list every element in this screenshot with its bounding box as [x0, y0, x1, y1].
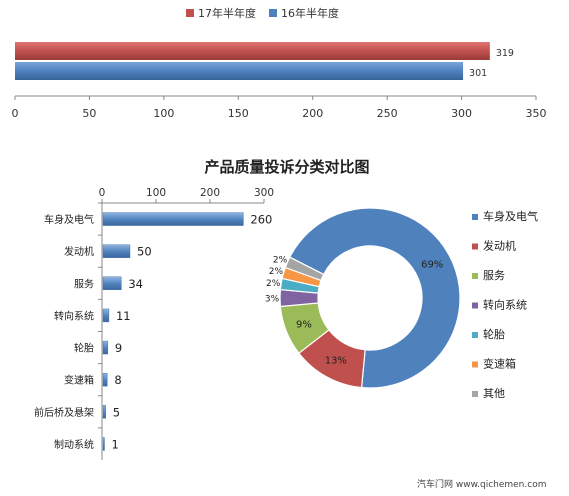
donut-legend-swatch: [472, 361, 478, 368]
top-chart-x-axis: 0 50 100 150 200 250 300 350: [12, 95, 547, 120]
top-axis-tick-label: 350: [526, 107, 547, 120]
complaint-donut-chart: 69%13%9%3%2%2%2%: [265, 207, 461, 389]
donut-slice: [284, 256, 325, 282]
data-label-301: 301: [469, 68, 487, 79]
complaint-bar: [102, 212, 244, 226]
bar-16-half-year: [15, 62, 464, 80]
legend-label-16: 16年半年度: [281, 6, 339, 20]
bl-axis-tick-label: 0: [99, 187, 106, 199]
complaint-bar-chart: 0 100 200 300 260 车身及电气 50 发动机 34 服务 11 转向系统 9 轮胎 8 变速箱…: [34, 187, 274, 460]
donut-slice-label: 9%: [296, 320, 312, 331]
complaint-bar-value: 9: [115, 341, 122, 355]
complaint-bar-value: 5: [113, 405, 120, 419]
donut-legend-swatch: [472, 302, 478, 309]
top-axis-tick-label: 150: [228, 107, 249, 120]
donut-slice-label: 69%: [421, 259, 443, 270]
complaint-category-label: 制动系统: [54, 438, 94, 451]
donut-slice-label: 2%: [273, 256, 288, 266]
complaint-bar-value: 50: [137, 245, 152, 259]
legend-label-17: 17年半年度: [198, 6, 256, 20]
top-chart-legend: 17年半年度 16年半年度: [186, 6, 339, 20]
top-axis-tick-label: 300: [451, 107, 472, 120]
donut-slice-label: 2%: [269, 267, 284, 277]
top-axis-tick-label: 0: [12, 107, 19, 120]
complaint-category-label: 发动机: [64, 245, 94, 258]
donut-legend-swatch: [472, 391, 478, 397]
chart-title: 产品质量投诉分类对比图: [204, 158, 369, 176]
donut-legend-swatch: [472, 332, 478, 338]
complaint-bar-value: 34: [128, 277, 143, 291]
complaint-bar: [102, 340, 109, 355]
donut-legend-swatch: [472, 273, 478, 279]
donut-legend-label: 车身及电气: [483, 209, 538, 223]
top-axis-tick-label: 100: [153, 107, 174, 120]
bar-17-half-year: [15, 42, 490, 60]
donut-slice: [288, 207, 461, 389]
complaint-bar: [102, 372, 108, 387]
donut-legend-label: 发动机: [483, 239, 516, 253]
donut-legend-swatch: [472, 214, 478, 220]
top-axis-tick-label: 250: [377, 107, 398, 120]
donut-slice-label: 2%: [266, 279, 281, 289]
complaint-category-label: 服务: [74, 277, 94, 290]
complaint-bar-value: 8: [114, 373, 121, 387]
donut-legend-label: 服务: [483, 269, 505, 282]
legend-swatch-17: [186, 9, 194, 17]
complaint-bar: [102, 308, 110, 323]
top-axis-tick-label: 200: [302, 107, 323, 120]
complaint-bar: [102, 244, 131, 258]
complaint-category-label: 变速箱: [64, 374, 94, 387]
complaint-bar-value: 1: [112, 437, 119, 451]
bl-axis-tick-label: 300: [254, 187, 274, 199]
donut-legend-swatch: [472, 243, 478, 250]
donut-legend-label: 其他: [483, 387, 505, 400]
bl-axis-tick-label: 200: [200, 187, 220, 199]
complaint-bar: [102, 405, 106, 419]
complaint-bar-value: 11: [116, 309, 131, 323]
complaint-bar: [102, 437, 105, 451]
top-axis-tick-label: 50: [82, 107, 96, 120]
complaint-bar: [102, 276, 122, 291]
donut-legend-label: 变速箱: [483, 357, 516, 371]
complaint-category-label: 车身及电气: [44, 213, 94, 226]
bl-axis-tick-label: 100: [146, 187, 166, 199]
complaint-category-label: 前后桥及悬架: [34, 406, 94, 419]
donut-legend-label: 转向系统: [483, 298, 527, 312]
legend-swatch-16: [269, 9, 277, 17]
donut-legend-label: 轮胎: [483, 327, 505, 341]
data-label-319: 319: [496, 48, 514, 59]
complaint-bar-value: 260: [250, 213, 272, 227]
donut-slice-label: 13%: [325, 356, 347, 367]
complaint-category-label: 轮胎: [74, 342, 94, 355]
watermark-text: 汽车门网 www.qichemen.com: [417, 478, 546, 490]
top-chart-bars: 319 301: [15, 42, 514, 80]
donut-slice-label: 3%: [265, 295, 280, 305]
complaint-category-label: 转向系统: [54, 309, 94, 322]
